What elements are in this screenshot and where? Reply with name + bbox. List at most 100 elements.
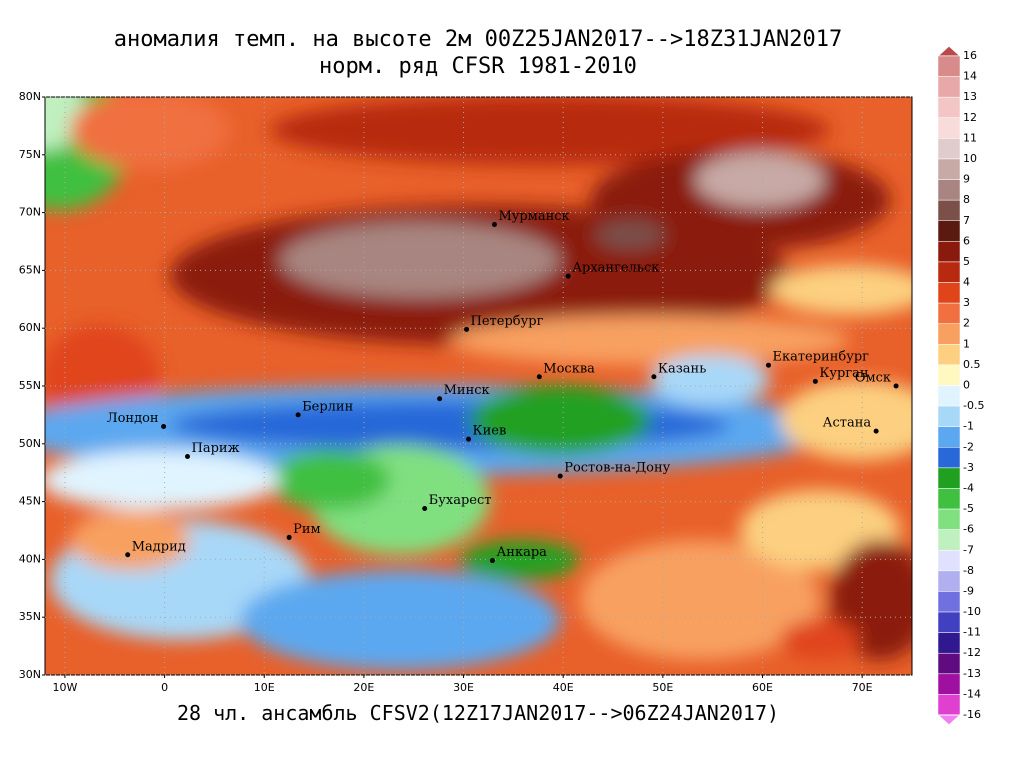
city-dot	[651, 374, 657, 380]
colorbar-swatch	[937, 405, 961, 427]
city-dot	[565, 273, 571, 279]
lat-tick-label: 80N	[19, 90, 41, 103]
city-dot	[185, 454, 191, 460]
colorbar-label: -2	[963, 440, 974, 453]
city-dot	[557, 473, 563, 479]
colorbar-swatch	[937, 447, 961, 469]
colorbar-swatch	[937, 385, 961, 407]
colorbar-swatch	[937, 344, 961, 366]
city-dot	[873, 428, 879, 434]
colorbar-label: 9	[963, 173, 970, 186]
colorbar-swatch	[937, 652, 961, 675]
colorbar-label: -6	[963, 523, 974, 536]
lat-tick-label: 30N	[19, 668, 41, 681]
colorbar-swatch	[937, 55, 961, 77]
colorbar-label: 10	[963, 152, 977, 165]
colorbar-label: -11	[963, 626, 981, 639]
lat-tick-label: 45N	[19, 495, 41, 508]
colorbar-swatch	[937, 96, 961, 119]
colorbar-label: -3	[963, 461, 974, 474]
colorbar-swatch	[937, 364, 961, 386]
colorbar-swatch	[937, 467, 961, 489]
colorbar-swatch	[937, 673, 961, 695]
colorbar-label: 6	[963, 234, 970, 247]
colorbar-label: -16	[963, 708, 981, 721]
city-label: Анкара	[496, 545, 547, 560]
colorbar-label: 1	[963, 337, 970, 350]
city-label: Екатеринбург	[772, 350, 869, 365]
city-label: Архангельск	[572, 261, 659, 276]
title: аномалия темп. на высоте 2м 00Z25JAN2017…	[114, 27, 842, 52]
colorbar-label: 16	[963, 49, 977, 62]
city-label: Казань	[658, 361, 706, 376]
colorbar-label: 7	[963, 214, 970, 227]
colorbar-label: -13	[963, 667, 981, 680]
colorbar-swatch	[937, 694, 961, 716]
colorbar-swatch	[937, 550, 961, 572]
colorbar-label: -0.5	[963, 399, 984, 412]
colorbar-label: 12	[963, 111, 977, 124]
lat-tick-label: 75N	[19, 148, 41, 161]
colorbar-label: 13	[963, 90, 977, 103]
lon-tick-label: 10E	[254, 681, 275, 694]
city-dot	[295, 412, 301, 418]
colorbar-swatch	[937, 529, 961, 551]
colorbar-swatch	[937, 261, 961, 283]
city-label: Мурманск	[498, 209, 569, 224]
colorbar-label: 11	[963, 131, 977, 144]
lon-tick-label: 20E	[353, 681, 374, 694]
colorbar-label: -8	[963, 564, 974, 577]
colorbar-label: 2	[963, 317, 970, 330]
lat-tick-label: 35N	[19, 610, 41, 623]
city-label: Киев	[473, 424, 507, 439]
colorbar-swatch	[937, 158, 961, 180]
colorbar-label: -9	[963, 584, 974, 597]
colorbar-label: 0	[963, 379, 970, 392]
colorbar-end	[936, 45, 962, 57]
city-dot	[491, 222, 497, 228]
colorbar-label: 14	[963, 70, 977, 83]
city-dot	[812, 378, 818, 384]
colorbar-label: -5	[963, 502, 974, 515]
city-label: Минск	[444, 383, 490, 398]
colorbar-swatch	[937, 220, 961, 242]
colorbar-label: 3	[963, 296, 970, 309]
colorbar-swatch	[937, 570, 961, 592]
colorbar-swatch	[937, 632, 961, 654]
anomaly-field	[45, 97, 912, 675]
colorbar-swatch	[937, 488, 961, 510]
city-label: Мадрид	[132, 539, 186, 554]
lon-tick-label: 40E	[553, 681, 574, 694]
city-label: Петербург	[471, 314, 544, 329]
city-dot	[161, 423, 167, 429]
city-label: Берлин	[302, 399, 353, 414]
colorbar-swatch	[937, 282, 961, 304]
colorbar-swatch	[937, 241, 961, 263]
colorbar-label: 5	[963, 255, 970, 268]
city-label: Омск	[855, 371, 891, 386]
city-label: Курган	[819, 366, 868, 381]
city-label: Рим	[293, 522, 321, 537]
colorbar-label: -12	[963, 646, 981, 659]
lon-tick-label: 30E	[453, 681, 474, 694]
colorbar-swatch	[937, 138, 961, 160]
city-label: Москва	[543, 361, 595, 376]
colorbar-swatch	[937, 323, 961, 345]
city-dot	[489, 558, 495, 564]
colorbar-label: 0.5	[963, 358, 981, 371]
colorbar-swatch	[937, 302, 961, 324]
lat-tick-label: 65N	[19, 263, 41, 276]
subtitle: норм. ряд CFSR 1981-2010	[319, 54, 637, 79]
colorbar-swatch	[937, 76, 961, 98]
city-dot	[422, 506, 428, 512]
city-label: Ростов-на-Дону	[564, 461, 670, 476]
lon-tick-label: 50E	[652, 681, 673, 694]
colorbar-swatch	[937, 117, 961, 139]
footer: 28 чл. ансамбль CFSV2(12Z17JAN2017-->06Z…	[177, 701, 779, 725]
lat-tick-label: 70N	[19, 206, 41, 219]
city-dot	[765, 362, 771, 368]
lat-tick-label: 60N	[19, 321, 41, 334]
city-label: Париж	[192, 441, 240, 456]
colorbar-swatch	[937, 611, 961, 633]
